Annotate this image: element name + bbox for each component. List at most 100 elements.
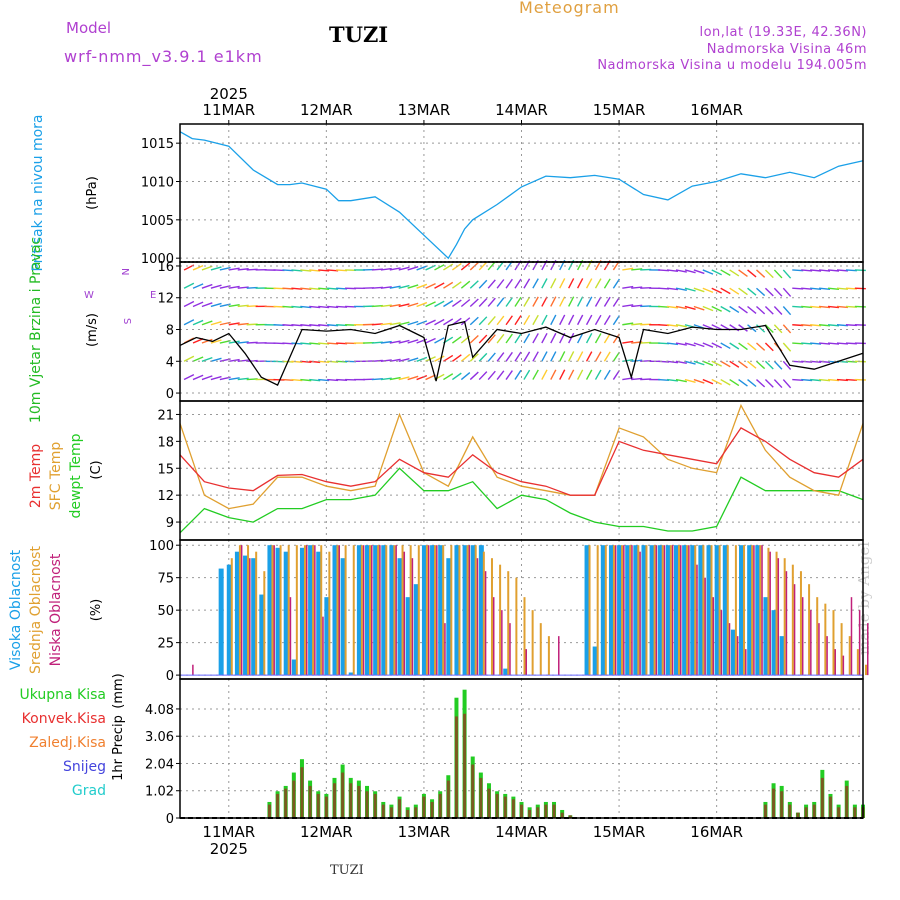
2m-temp-line <box>179 427 864 496</box>
wind-direction-barb <box>782 287 792 297</box>
wind-direction-barb <box>380 322 392 326</box>
wind-direction-barb <box>443 354 454 362</box>
wind-direction-barb <box>505 278 513 289</box>
wind-direction-barb <box>210 284 222 289</box>
cloud-bar <box>490 558 493 676</box>
wind-direction-barb <box>819 378 831 382</box>
wind-direction-barb <box>810 287 822 290</box>
temp-sfc-title: SFC Temp <box>48 442 64 511</box>
precip-convective-bar <box>332 783 336 818</box>
bottom-day-label: 14MAR <box>495 823 548 841</box>
cloud-bar <box>267 545 273 676</box>
wind-direction-barb <box>675 269 687 273</box>
wind-direction-barb <box>514 315 522 326</box>
cloud-bar <box>273 545 275 676</box>
wind-direction-barb <box>675 305 687 310</box>
wind-direction-barb <box>612 315 621 326</box>
precip-convective-bar <box>430 801 434 818</box>
wind-direction-barb <box>389 340 401 344</box>
wind-direction-barb <box>309 305 321 309</box>
top-day-label: 11MAR <box>202 101 255 119</box>
cloud-bar <box>454 545 460 676</box>
wind-direction-barb <box>210 357 222 362</box>
wind-direction-barb <box>684 360 696 365</box>
wind-direction-barb <box>496 370 505 380</box>
wind-direction-barb <box>568 332 575 344</box>
wind-direction-barb <box>318 360 330 364</box>
wind-direction-barb <box>702 324 714 330</box>
wind-direction-barb <box>407 284 419 289</box>
wind-direction-barb <box>738 324 748 332</box>
wind-direction-barb <box>764 305 774 315</box>
wind-direction-barb <box>380 286 392 289</box>
cloud-bar <box>312 545 315 676</box>
cloud-bar <box>434 545 437 676</box>
wind-direction-barb <box>764 324 774 333</box>
wind-direction-barb <box>460 353 471 362</box>
y-tick-label: 25 <box>157 637 174 652</box>
wind-axis-title: 10m Vjetar Brzina i Pravac <box>28 237 44 423</box>
wind-direction-barb <box>478 279 488 289</box>
cloud-bar <box>492 597 495 676</box>
cloud-bar <box>324 597 330 676</box>
wind-direction-barb <box>675 324 687 328</box>
cloud-bar <box>397 558 403 676</box>
precip-axis-title: 1hr Precip <box>111 715 126 781</box>
wind-direction-barb <box>192 264 204 271</box>
wind-direction-barb <box>782 360 792 370</box>
wind-direction-barb <box>398 321 410 326</box>
wind-direction-barb <box>327 342 339 345</box>
cloud-bar <box>621 545 624 676</box>
cloud-bar <box>279 545 282 676</box>
wind-direction-barb <box>711 378 722 385</box>
wind-direction-barb <box>666 360 679 364</box>
y-tick-label: 3.06 <box>145 730 174 745</box>
wind-direction-barb <box>523 369 531 380</box>
cloud-bar <box>584 545 590 676</box>
wind-direction-barb <box>237 359 249 362</box>
cloud-bar <box>336 545 339 676</box>
wind-direction-barb <box>228 267 240 271</box>
wind-direction-barb <box>505 370 513 380</box>
wind-direction-barb <box>827 305 840 309</box>
wind-direction-barb <box>460 317 471 326</box>
cloud-bar <box>558 636 560 676</box>
wind-direction-barb <box>801 360 813 363</box>
wind-direction-barb <box>693 378 705 384</box>
cloud-bar <box>793 584 796 676</box>
cloud-bar <box>503 668 509 676</box>
wind-direction-barb <box>496 279 505 289</box>
wind-direction-barb <box>309 269 321 272</box>
wind-direction-barb <box>810 269 822 272</box>
cloud-bar <box>641 545 647 676</box>
wind-direction-barb <box>210 302 222 308</box>
wind-direction-barb <box>183 355 195 362</box>
cloud-bar <box>629 545 632 676</box>
cloud-bar <box>791 564 794 676</box>
wind-direction-barb <box>773 305 783 315</box>
cloud-bar <box>365 545 371 676</box>
cloud-bar <box>425 545 428 676</box>
precip-convective-bar <box>454 716 458 818</box>
cloud-bar <box>612 545 615 676</box>
cloud-bar <box>509 623 511 676</box>
cloud-bar <box>373 545 379 676</box>
wind-direction-barb <box>451 281 462 289</box>
wind-direction-barb <box>389 322 401 326</box>
wind-direction-barb <box>819 360 831 364</box>
wind-direction-barb <box>434 282 445 289</box>
cloud-bar <box>694 545 697 676</box>
cloud-bar <box>322 616 324 676</box>
cloud-bar <box>625 545 631 676</box>
wind-direction-barb <box>389 303 401 308</box>
cloud-bar <box>682 545 688 676</box>
wind-direction-barb <box>183 300 195 308</box>
cloud-bar <box>747 545 753 676</box>
cloud-bar <box>474 545 477 676</box>
compass-south: S <box>121 318 132 324</box>
cloud-bar <box>484 571 487 676</box>
wind-direction-barb <box>514 333 522 344</box>
wind-direction-barb <box>756 305 766 315</box>
cloud-bar <box>401 545 404 676</box>
